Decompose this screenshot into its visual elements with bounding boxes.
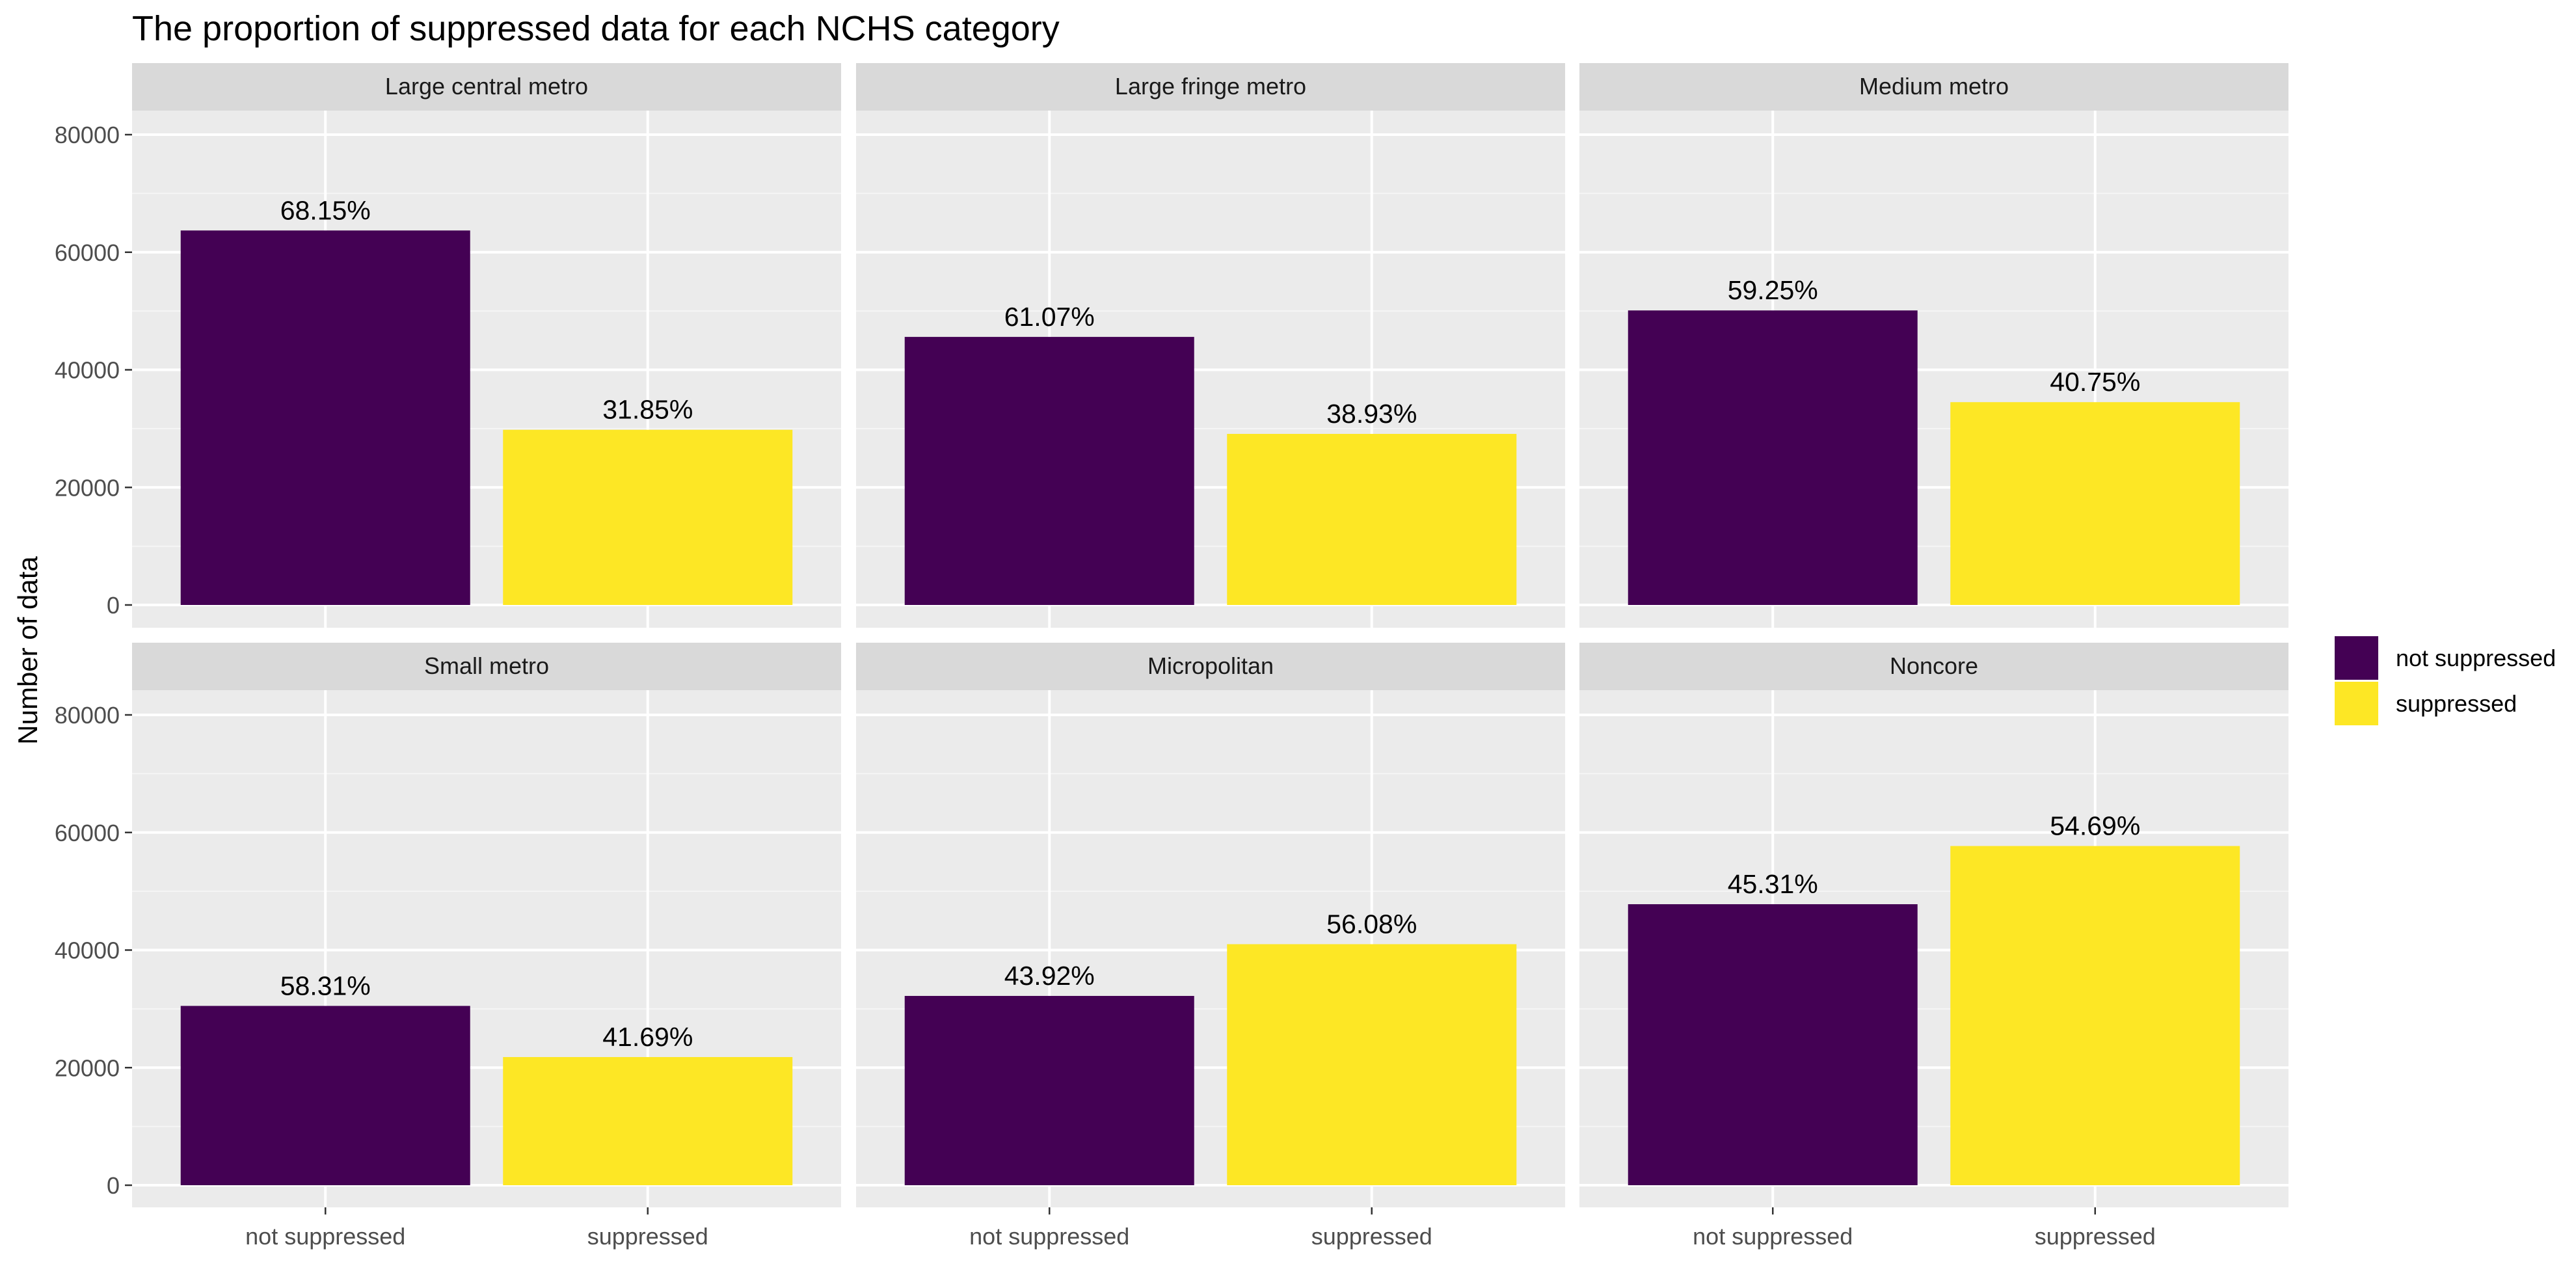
- bar-not-suppressed: [1628, 904, 1918, 1185]
- y-axis-title: Number of data: [12, 556, 43, 745]
- x-tick-label: not suppressed: [245, 1223, 405, 1250]
- bar-suppressed: [503, 1056, 793, 1185]
- y-tick-label: 40000: [55, 937, 120, 964]
- facet-strip: [1579, 643, 2288, 690]
- facet-panel: Large fringe metro 61.07% 38.93%: [856, 63, 1565, 628]
- facet-panel: Micropolitan 43.92% 56.08% not suppressed su…: [856, 643, 1565, 1250]
- facet-strip-label: Micropolitan: [1147, 652, 1274, 679]
- facet-panel: Medium metro 59.25% 40.75%: [1579, 63, 2288, 628]
- y-tick-label: 20000: [55, 474, 120, 501]
- facet-strip-label: Large fringe metro: [1115, 73, 1306, 100]
- bar-data-label: 58.31%: [280, 971, 371, 1000]
- bar-not-suppressed: [180, 1006, 470, 1185]
- bar-suppressed: [503, 429, 793, 605]
- y-tick-label: 0: [107, 1172, 120, 1199]
- y-tick-label: 80000: [55, 122, 120, 148]
- bar-data-label: 38.93%: [1326, 399, 1417, 429]
- x-tick-label: not suppressed: [1693, 1223, 1853, 1250]
- facet-panels: Large central metro 68.15% 31.85% 0 20000 400…: [55, 63, 2288, 1250]
- bar-not-suppressed: [1628, 310, 1918, 605]
- facet-strip: [1579, 63, 2288, 111]
- bar-data-label: 45.31%: [1728, 869, 1818, 899]
- x-tick-label: not suppressed: [969, 1223, 1129, 1250]
- facet-panel: Noncore 45.31% 54.69% not suppressed suppres…: [1579, 643, 2288, 1250]
- bar-data-label: 41.69%: [602, 1022, 693, 1052]
- bar-data-label: 54.69%: [2050, 811, 2140, 841]
- bar-suppressed: [1227, 434, 1517, 605]
- facet-strip-label: Large central metro: [385, 73, 588, 100]
- bar-not-suppressed: [904, 336, 1194, 605]
- legend-label: not suppressed: [2396, 645, 2556, 671]
- x-tick-label: suppressed: [1311, 1223, 1432, 1250]
- facet-panel: Large central metro 68.15% 31.85% 0 20000 400…: [55, 63, 841, 628]
- y-tick-label: 40000: [55, 357, 120, 384]
- y-tick-label: 80000: [55, 702, 120, 729]
- bar-suppressed: [1227, 944, 1517, 1185]
- bar-suppressed: [1950, 402, 2240, 605]
- y-tick-label: 0: [107, 592, 120, 619]
- bar-data-label: 31.85%: [602, 395, 693, 425]
- bar-not-suppressed: [180, 230, 470, 605]
- legend: not suppressed suppressed: [2335, 636, 2556, 725]
- bar-data-label: 59.25%: [1728, 275, 1818, 305]
- bar-suppressed: [1950, 846, 2240, 1185]
- legend-label: suppressed: [2396, 690, 2517, 717]
- facet-strip: [856, 63, 1565, 111]
- y-tick-label: 60000: [55, 239, 120, 266]
- y-tick-label: 20000: [55, 1054, 120, 1081]
- facet-strip: [856, 643, 1565, 690]
- bar-not-suppressed: [904, 995, 1194, 1185]
- facet-panel: Small metro 58.31% 41.69% 0 20000 40000 60000 8…: [55, 643, 841, 1250]
- x-tick-label: suppressed: [587, 1223, 708, 1250]
- legend-key-not-suppressed: [2335, 636, 2378, 680]
- facet-strip-label: Small metro: [424, 652, 549, 679]
- bar-data-label: 40.75%: [2050, 367, 2140, 397]
- facet-strip-label: Noncore: [1890, 652, 1978, 679]
- bar-data-label: 61.07%: [1004, 302, 1095, 332]
- bar-data-label: 56.08%: [1326, 909, 1417, 939]
- facet-strip: [132, 643, 841, 690]
- legend-key-suppressed: [2335, 682, 2378, 725]
- bar-data-label: 68.15%: [280, 195, 371, 225]
- chart-title: The proportion of suppressed data for ea…: [132, 9, 1060, 48]
- bar-data-label: 43.92%: [1004, 961, 1095, 991]
- facet-strip: [132, 63, 841, 111]
- facet-strip-label: Medium metro: [1859, 73, 2009, 100]
- y-tick-label: 60000: [55, 820, 120, 846]
- x-tick-label: suppressed: [2035, 1223, 2156, 1250]
